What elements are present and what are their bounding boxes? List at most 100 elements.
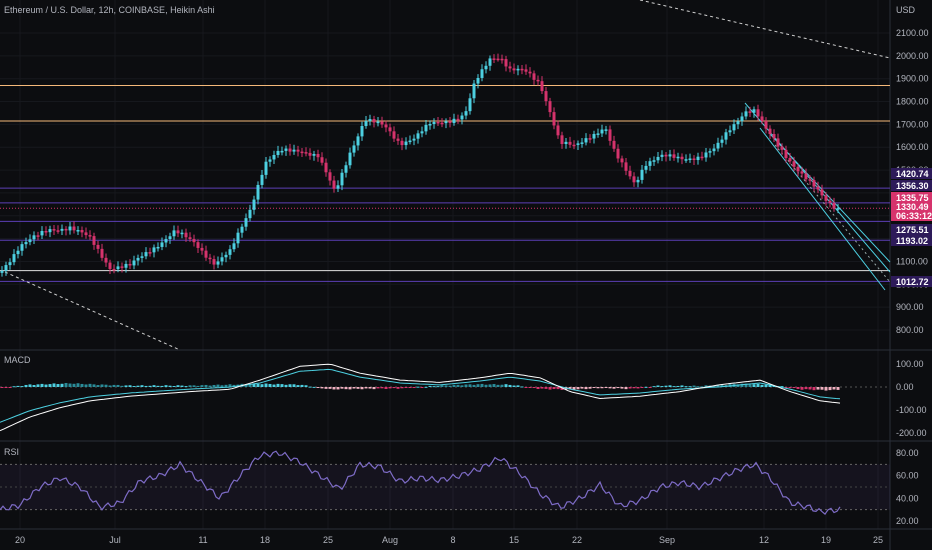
candle-body: [360, 126, 364, 137]
macd-histogram-bar: [52, 383, 56, 387]
macd-histogram-bar: [760, 384, 764, 387]
candle-body: [328, 172, 332, 181]
macd-histogram-bar: [432, 386, 436, 388]
macd-histogram-bar: [296, 385, 300, 387]
candle-body: [724, 132, 728, 140]
macd-histogram-bar: [160, 385, 164, 387]
price-tag-label: 1356.30: [896, 181, 929, 191]
candle-body: [552, 112, 556, 126]
candle-body: [672, 154, 676, 158]
macd-histogram-bar: [348, 387, 352, 390]
candle-body: [804, 173, 808, 180]
macd-histogram-bar: [136, 385, 140, 387]
macd-histogram-bar: [404, 387, 408, 388]
macd-histogram-bar: [636, 387, 640, 389]
candle-body: [20, 244, 24, 251]
rsi-line: [0, 450, 841, 515]
candle-body: [136, 257, 140, 261]
macd-histogram-bar: [204, 384, 208, 387]
macd-histogram-bar: [448, 385, 452, 387]
macd-histogram-bar: [584, 387, 588, 390]
candle-body: [452, 118, 456, 123]
candle-body: [296, 149, 300, 152]
price-tag: [891, 235, 932, 246]
candle-body: [140, 256, 144, 258]
candle-body: [44, 230, 48, 233]
candle-body: [272, 154, 276, 160]
candle-body: [16, 250, 20, 255]
macd-histogram-bar: [580, 387, 584, 389]
rsi-indicator: [0, 450, 890, 515]
price-tick-label: 2100.00: [896, 28, 929, 38]
macd-histogram-bar: [256, 383, 260, 387]
candle-body: [76, 230, 80, 232]
macd-tick-label: 100.00: [896, 359, 924, 369]
macd-histogram-bar: [96, 385, 100, 387]
macd-histogram-bar: [768, 384, 772, 387]
candle-body: [188, 237, 192, 240]
macd-histogram-bar: [68, 383, 72, 387]
macd-histogram-bar: [456, 384, 460, 387]
candle-body: [532, 73, 536, 80]
macd-histogram-bar: [288, 384, 292, 387]
candle-body: [720, 139, 724, 143]
candle-body: [684, 159, 688, 161]
candle-body: [180, 232, 184, 235]
macd-histogram-bar: [16, 385, 20, 387]
candle-body: [148, 252, 152, 254]
macd-histogram-bar: [292, 384, 296, 387]
candle-body: [564, 141, 568, 145]
macd-histogram-bar: [544, 387, 548, 389]
macd-label[interactable]: MACD: [4, 355, 31, 365]
macd-histogram-bar: [232, 384, 236, 387]
macd-histogram-bar: [748, 384, 752, 387]
rsi-label[interactable]: RSI: [4, 447, 20, 457]
candle-body: [228, 249, 232, 255]
price-tick-label: 1700.00: [896, 119, 929, 129]
candle-body: [688, 158, 692, 161]
macd-histogram-bar: [352, 387, 356, 389]
candle-body: [336, 185, 340, 189]
candle-body: [168, 236, 172, 240]
macd-tick-label: -200.00: [896, 428, 927, 438]
macd-histogram-bar: [736, 384, 740, 387]
candle-body: [420, 131, 424, 134]
candle-body: [216, 261, 220, 265]
candle-body: [448, 121, 452, 123]
macd-histogram-bar: [820, 387, 824, 390]
macd-histogram-bar: [808, 387, 812, 390]
candle-body: [12, 254, 16, 263]
candle-body: [732, 124, 736, 131]
rsi-axis: 80.00 60.00 40.00 20.00: [896, 448, 919, 526]
macd-histogram-bar: [712, 385, 716, 387]
price-tag: [891, 168, 932, 179]
macd-histogram-bar: [364, 387, 368, 389]
candle-body: [308, 152, 312, 156]
rsi-tick-label: 60.00: [896, 471, 919, 481]
candle-body: [792, 161, 796, 167]
candle-body: [72, 226, 76, 231]
macd-histogram-bar: [740, 383, 744, 387]
macd-histogram-bar: [676, 385, 680, 387]
candle-body: [588, 138, 592, 140]
candle-body: [468, 98, 472, 112]
candle-body: [812, 180, 816, 187]
candle-body: [524, 69, 528, 72]
candle-body: [356, 136, 360, 146]
price-tick-label: 900.00: [896, 302, 924, 312]
macd-histogram-bar: [120, 385, 124, 387]
candle-body: [88, 235, 92, 237]
candle-body: [60, 228, 64, 231]
macd-histogram-bar: [164, 385, 168, 387]
macd-histogram-bar: [632, 387, 636, 389]
macd-line: [0, 363, 841, 432]
macd-histogram-bar: [368, 387, 372, 389]
macd-histogram-bar: [496, 384, 500, 387]
candle-body: [636, 179, 640, 183]
macd-histogram-bar: [692, 385, 696, 387]
candle-body: [608, 129, 612, 141]
candle-body: [508, 66, 512, 69]
macd-histogram-bar: [188, 385, 192, 387]
candle-body: [164, 239, 168, 243]
